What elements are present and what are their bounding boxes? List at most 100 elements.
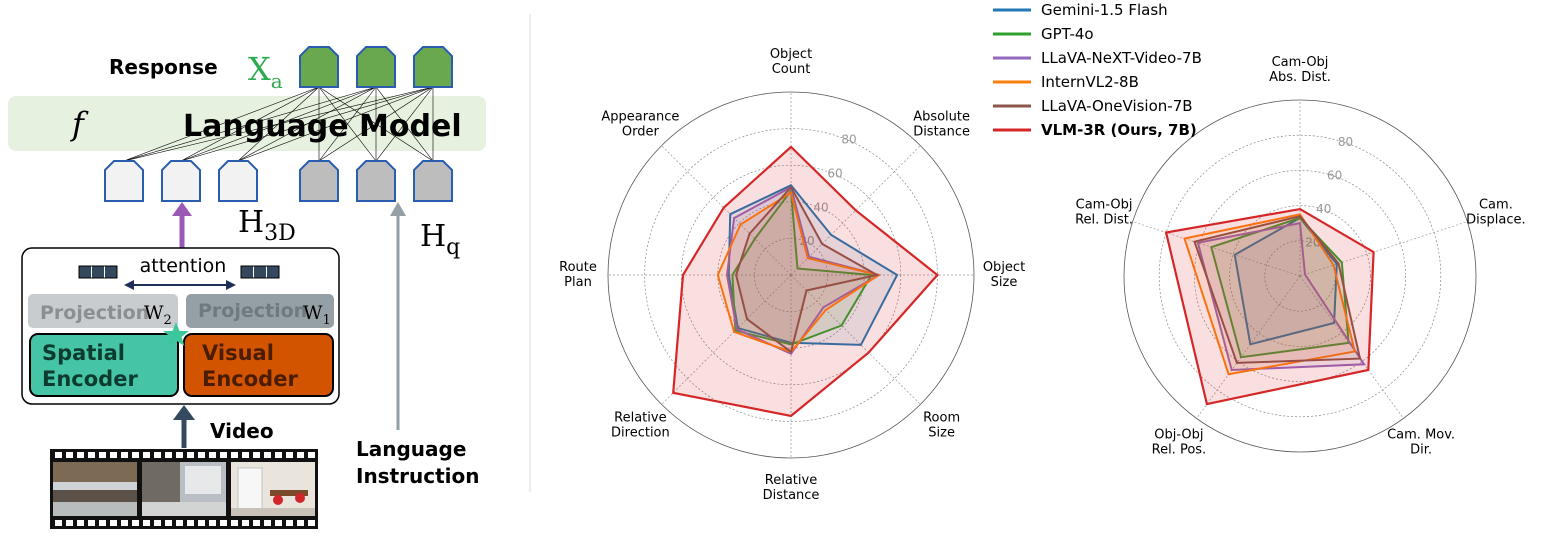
visual-encoder-line1: Visual <box>202 341 274 365</box>
video-arrow-head <box>173 405 195 420</box>
query-token <box>299 160 339 202</box>
sprocket-hole <box>231 520 238 526</box>
token-icon-left <box>78 265 118 279</box>
sprocket-hole <box>286 452 293 458</box>
legend-label: InternVL2-8B <box>1041 73 1139 91</box>
sprocket-hole <box>143 520 150 526</box>
language-instruction-line2: Instruction <box>356 464 480 488</box>
sprocket-hole <box>220 520 227 526</box>
radar-spoke <box>790 274 921 405</box>
spatial-encoder-line1: Spatial <box>42 341 125 365</box>
sprocket-hole <box>154 520 161 526</box>
radar-series-gpt-4o <box>1210 216 1350 359</box>
video-frame-2 <box>142 462 226 516</box>
radar-spoke <box>1299 221 1468 277</box>
sprocket-hole <box>77 452 84 458</box>
response-token <box>356 46 396 88</box>
sprocket-hole <box>286 520 293 526</box>
sprocket-hole <box>88 520 95 526</box>
sprocket-hole <box>110 520 117 526</box>
sprocket-hole <box>264 520 271 526</box>
connection-line <box>123 86 377 162</box>
radar-tick-label: 40 <box>1316 202 1331 216</box>
sprocket-hole <box>66 520 73 526</box>
xa-symbol: Xa <box>248 50 283 93</box>
connection-line <box>123 86 320 162</box>
token-icon-right <box>240 265 280 279</box>
sprocket-hole <box>165 520 172 526</box>
legend-label: LLaVA-OneVision-7B <box>1041 97 1193 115</box>
radar-outer-circle <box>1123 99 1477 453</box>
sprocket-hole <box>231 452 238 458</box>
sprocket-hole <box>297 452 304 458</box>
visual-token <box>104 160 144 202</box>
sprocket-hole <box>110 452 117 458</box>
sprocket-hole <box>308 520 315 526</box>
radar-axis-label: Relative Distance <box>763 473 820 503</box>
radar-series-gpt-4o <box>731 188 874 346</box>
video-film-strip <box>50 449 318 529</box>
video-frame-3 <box>231 462 315 516</box>
response-label: Response <box>109 55 218 79</box>
radar-axis-label: Cam-Obj Abs. Dist. <box>1269 55 1331 85</box>
radar-spoke <box>1196 275 1301 419</box>
radar-series-vlm-3r-ours-7b- <box>1164 207 1375 406</box>
sprocket-hole <box>121 452 128 458</box>
radar-series-llava-onevision-7b <box>735 185 880 354</box>
sprocket-hole <box>297 520 304 526</box>
radar-axis-label: Route Plan <box>559 260 597 290</box>
radar-series-llava-onevision-7b <box>1193 215 1362 364</box>
radar-spoke <box>790 145 921 276</box>
sprocket-hole <box>242 452 249 458</box>
radar-series-gemini-1-5-flash <box>727 184 899 346</box>
sprocket-hole <box>88 452 95 458</box>
video-label: Video <box>210 419 274 443</box>
legend-label: VLM-3R (Ours, 7B) <box>1041 121 1197 139</box>
radar-series-vlm-3r-ours-7b- <box>672 145 939 418</box>
sprocket-hole <box>55 520 62 526</box>
radar-axis-label: Cam-Obj Rel. Dist. <box>1075 197 1133 227</box>
hq-symbol: Hq <box>420 219 460 260</box>
sprocket-hole <box>209 452 216 458</box>
radar-axis-label: Object Size <box>983 260 1025 290</box>
star-icon <box>163 322 189 346</box>
visual-token <box>218 160 258 202</box>
radar-axis-label: Obj-Obj Rel. Pos. <box>1152 428 1207 458</box>
sprocket-hole <box>55 452 62 458</box>
spatial-encoder-line2: Encoder <box>42 367 138 391</box>
architecture-diagram: Response Xa f Language Model H3D Hq <box>8 46 486 529</box>
projection-left-label: Projection <box>40 302 149 324</box>
sprocket-hole <box>187 452 194 458</box>
tokens <box>104 46 453 202</box>
connection-line <box>180 86 434 162</box>
language-instruction-line1: Language <box>356 437 466 461</box>
video-frame-1 <box>53 462 137 516</box>
sprocket-hole <box>99 452 106 458</box>
w2-symbol: W2 <box>144 302 172 328</box>
radar-spoke <box>1132 221 1301 277</box>
sprocket-hole <box>132 452 139 458</box>
language-arrow-head <box>390 202 406 216</box>
h3d-arrow-head <box>172 202 192 216</box>
radar-axis-label: Relative Direction <box>611 411 670 441</box>
projection-left-box <box>28 294 178 328</box>
spatial-encoder-box <box>29 333 179 397</box>
film-sprockets <box>55 452 315 526</box>
language-model-box <box>8 96 486 151</box>
sprocket-hole <box>275 452 282 458</box>
connection-line <box>375 86 434 162</box>
radar-tick-label: 60 <box>827 167 842 181</box>
sprocket-hole <box>121 520 128 526</box>
connection-line <box>318 86 434 162</box>
legend-label: LLaVA-NeXT-Video-7B <box>1041 49 1202 67</box>
sprocket-hole <box>154 452 161 458</box>
h3d-symbol: H3D <box>238 205 296 246</box>
sprocket-hole <box>77 520 84 526</box>
radar-axis-label: Appearance Order <box>601 109 679 139</box>
sprocket-hole <box>165 452 172 458</box>
radar-spoke <box>661 274 792 405</box>
radar-axis-label: Cam. Mov. Dir. <box>1387 428 1455 458</box>
radar-tick-label: 80 <box>1338 135 1353 149</box>
